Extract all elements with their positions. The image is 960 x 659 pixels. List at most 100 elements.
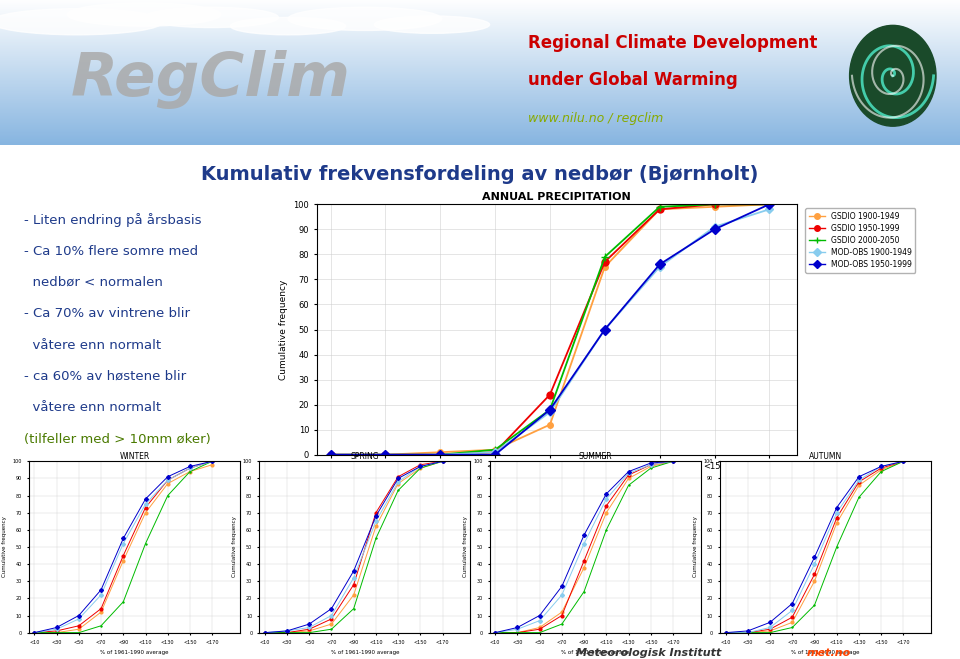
GSDIO 1900-1949 xyxy=(578,563,589,571)
GSDIO 1950-1999 xyxy=(786,614,798,621)
Line: MOD-OBS 1950-1999: MOD-OBS 1950-1999 xyxy=(724,460,904,634)
MOD-OBS 1900-1949 xyxy=(876,463,887,471)
MOD-OBS 1950-1999 xyxy=(601,490,612,498)
MOD-OBS 1950-1999 xyxy=(490,629,501,637)
MOD-OBS 1900-1949 xyxy=(853,476,865,484)
GSDIO 1900-1949 xyxy=(51,629,62,637)
MOD-OBS 1950-1999 xyxy=(117,534,129,542)
GSDIO 2000-2050 xyxy=(786,623,798,631)
GSDIO 1900-1949 xyxy=(853,481,865,489)
GSDIO 1900-1949 xyxy=(371,523,382,530)
GSDIO 1950-1999 xyxy=(415,461,426,469)
Line: MOD-OBS 1950-1999: MOD-OBS 1950-1999 xyxy=(327,201,773,458)
GSDIO 2000-2050 xyxy=(708,200,720,208)
MOD-OBS 1950-1999 xyxy=(324,451,336,459)
MOD-OBS 1950-1999 xyxy=(808,554,820,561)
GSDIO 2000-2050 xyxy=(259,629,271,637)
MOD-OBS 1950-1999 xyxy=(667,457,679,465)
MOD-OBS 1900-1949 xyxy=(117,540,129,548)
GSDIO 1950-1999 xyxy=(281,629,293,637)
Circle shape xyxy=(288,7,442,30)
MOD-OBS 1900-1949 xyxy=(601,495,612,503)
Line: GSDIO 2000-2050: GSDIO 2000-2050 xyxy=(33,460,213,634)
GSDIO 1900-1949 xyxy=(742,629,754,637)
GSDIO 2000-2050 xyxy=(393,486,404,494)
GSDIO 1950-1999 xyxy=(599,258,611,266)
GSDIO 1900-1949 xyxy=(281,629,293,637)
MOD-OBS 1950-1999 xyxy=(764,618,776,626)
GSDIO 1950-1999 xyxy=(206,457,218,465)
GSDIO 1950-1999 xyxy=(29,629,40,637)
Y-axis label: Cumulative frequency: Cumulative frequency xyxy=(232,517,237,577)
GSDIO 1900-1949 xyxy=(325,620,337,628)
Line: GSDIO 1950-1999: GSDIO 1950-1999 xyxy=(263,460,444,634)
GSDIO 1900-1949 xyxy=(490,629,501,637)
GSDIO 2000-2050 xyxy=(379,451,391,459)
GSDIO 1900-1949 xyxy=(512,629,523,637)
Line: MOD-OBS 1950-1999: MOD-OBS 1950-1999 xyxy=(263,460,444,634)
MOD-OBS 1950-1999 xyxy=(73,612,84,619)
GSDIO 1900-1949 xyxy=(601,509,612,517)
GSDIO 1900-1949 xyxy=(95,608,107,616)
GSDIO 2000-2050 xyxy=(512,629,523,637)
MOD-OBS 1900-1949 xyxy=(415,463,426,471)
GSDIO 1900-1949 xyxy=(435,448,446,456)
GSDIO 1900-1949 xyxy=(73,625,84,633)
GSDIO 2000-2050 xyxy=(831,543,843,551)
GSDIO 1950-1999 xyxy=(578,557,589,565)
MOD-OBS 1950-1999 xyxy=(578,531,589,539)
GSDIO 2000-2050 xyxy=(415,464,426,472)
GSDIO 1900-1949 xyxy=(623,474,635,482)
GSDIO 1900-1949 xyxy=(876,466,887,474)
GSDIO 1950-1999 xyxy=(831,514,843,522)
MOD-OBS 1900-1949 xyxy=(140,500,152,508)
MOD-OBS 1950-1999 xyxy=(393,474,404,482)
Text: Kumulativ frekvensfordeling av nedbør (Bjørnholt): Kumulativ frekvensfordeling av nedbør (B… xyxy=(202,165,758,184)
MOD-OBS 1900-1949 xyxy=(786,606,798,614)
GSDIO 1950-1999 xyxy=(764,625,776,633)
Line: GSDIO 2000-2050: GSDIO 2000-2050 xyxy=(263,460,444,634)
GSDIO 2000-2050 xyxy=(599,253,611,261)
Line: MOD-OBS 1900-1949: MOD-OBS 1900-1949 xyxy=(263,460,444,634)
GSDIO 1900-1949 xyxy=(206,461,218,469)
MOD-OBS 1950-1999 xyxy=(435,451,446,459)
GSDIO 1900-1949 xyxy=(654,206,665,214)
Line: MOD-OBS 1950-1999: MOD-OBS 1950-1999 xyxy=(33,460,213,634)
MOD-OBS 1900-1949 xyxy=(720,629,732,637)
MOD-OBS 1950-1999 xyxy=(140,495,152,503)
GSDIO 1950-1999 xyxy=(512,629,523,637)
GSDIO 1950-1999 xyxy=(667,457,679,465)
Line: MOD-OBS 1900-1949: MOD-OBS 1900-1949 xyxy=(327,206,772,457)
GSDIO 1900-1949 xyxy=(29,629,40,637)
MOD-OBS 1900-1949 xyxy=(831,509,843,517)
GSDIO 1900-1949 xyxy=(763,200,775,208)
MOD-OBS 1900-1949 xyxy=(393,478,404,486)
MOD-OBS 1950-1999 xyxy=(379,451,391,459)
GSDIO 2000-2050 xyxy=(140,540,152,548)
GSDIO 1900-1949 xyxy=(544,420,556,428)
Legend: GSDIO 1900-1949, GSDIO 1950-1999, GSDIO 2000-2050, MOD-OBS 1900-1949, MOD-OBS 19: GSDIO 1900-1949, GSDIO 1950-1999, GSDIO … xyxy=(805,208,915,273)
GSDIO 1950-1999 xyxy=(490,629,501,637)
GSDIO 1950-1999 xyxy=(763,200,775,208)
X-axis label: % of 1961-1990 average: % of 1961-1990 average xyxy=(791,650,860,655)
GSDIO 2000-2050 xyxy=(73,629,84,637)
Text: www.nilu.no / regclim: www.nilu.no / regclim xyxy=(528,113,663,125)
GSDIO 2000-2050 xyxy=(162,492,174,500)
GSDIO 2000-2050 xyxy=(544,406,556,414)
GSDIO 2000-2050 xyxy=(720,629,732,637)
MOD-OBS 1900-1949 xyxy=(764,623,776,631)
MOD-OBS 1900-1949 xyxy=(95,591,107,599)
GSDIO 1950-1999 xyxy=(379,451,391,459)
MOD-OBS 1950-1999 xyxy=(95,586,107,594)
MOD-OBS 1950-1999 xyxy=(645,459,657,467)
GSDIO 1950-1999 xyxy=(303,625,315,633)
Line: GSDIO 2000-2050: GSDIO 2000-2050 xyxy=(724,460,904,634)
GSDIO 1900-1949 xyxy=(645,463,657,471)
GSDIO 1900-1949 xyxy=(393,480,404,488)
GSDIO 2000-2050 xyxy=(645,464,657,472)
MOD-OBS 1900-1949 xyxy=(623,469,635,477)
MOD-OBS 1900-1949 xyxy=(763,206,775,214)
MOD-OBS 1950-1999 xyxy=(831,503,843,511)
MOD-OBS 1950-1999 xyxy=(654,260,665,268)
GSDIO 2000-2050 xyxy=(371,534,382,542)
